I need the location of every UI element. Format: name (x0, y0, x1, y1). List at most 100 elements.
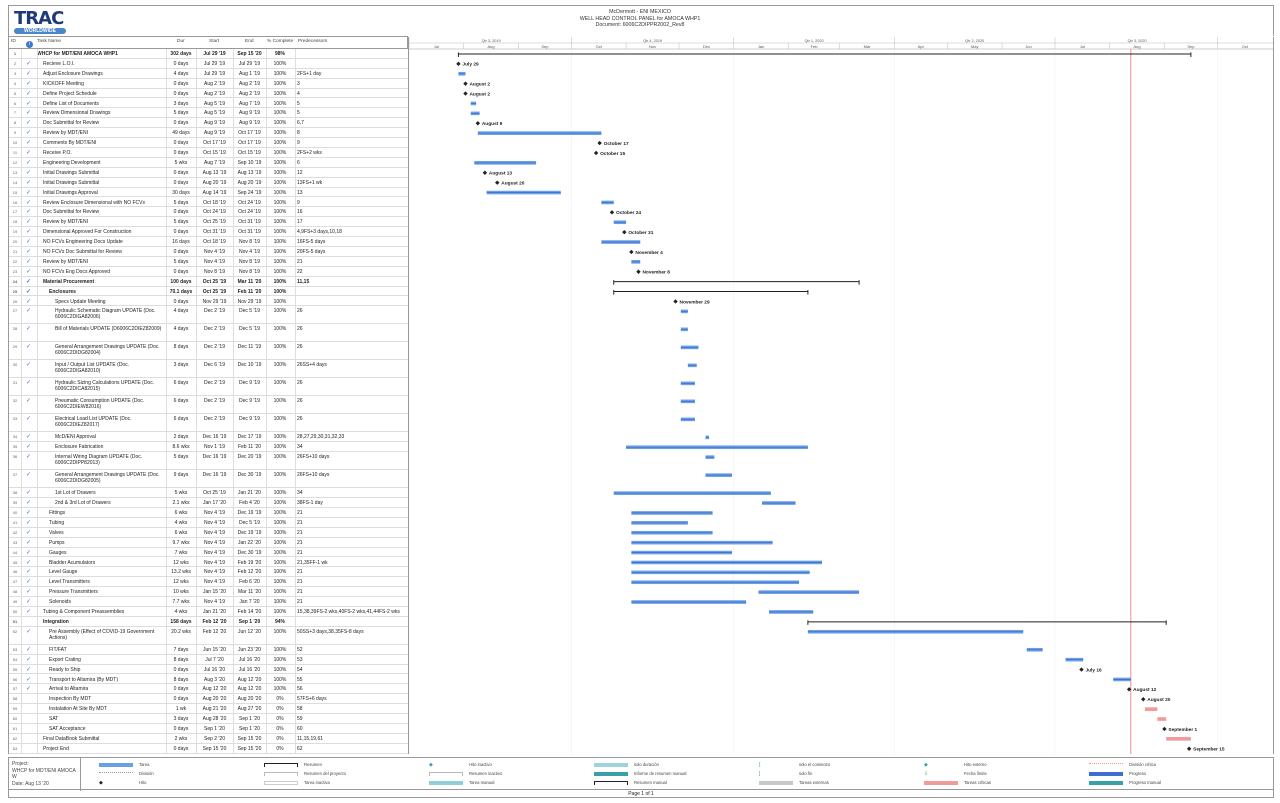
milestone-label[interactable]: September 1 (1168, 727, 1197, 733)
table-row[interactable]: 33 ✓ Electrical Load List UPDATE (Doc. 600… (9, 414, 409, 433)
milestone-diamond[interactable] (593, 150, 599, 156)
table-row[interactable]: 6 ✓ Define List of Documents 3 days Aug 5 '1… (9, 99, 409, 109)
table-row[interactable]: 20 ✓ NO FCVs Engineering Docs Update 16 day… (9, 237, 409, 247)
table-row[interactable]: 58 Inspection By MDT 0 days Aug 20 '20 Aug 2… (9, 694, 409, 705)
col-task-name[interactable]: Task Name (37, 39, 61, 44)
table-row[interactable]: 4 ✓ KICKOFF Meeting 0 days Aug 2 '19 Aug 2 '1… (9, 79, 409, 89)
table-row[interactable]: 9 ✓ Review by MDT/ENI 49 days Aug 9 '19 Oct 1… (9, 128, 409, 139)
milestone-label[interactable]: October 15 (600, 151, 625, 157)
milestone-diamond[interactable] (1141, 697, 1146, 702)
table-row[interactable]: 61 SAT Acceptance 0 days Sep 1 '20 Sep 1 '20… (9, 724, 409, 734)
milestone-label[interactable]: November 8 (642, 270, 670, 276)
table-row[interactable]: 11 ✓ Receive P.O. 0 days Oct 15 '19 Oct 15 '1… (9, 148, 409, 158)
milestone-label[interactable]: August 20 (1147, 697, 1171, 703)
milestone-label[interactable]: November 4 (635, 250, 663, 256)
milestone-diamond[interactable] (495, 180, 500, 185)
table-row[interactable]: 36 ✓ Internal Wiring Diagram UPDATE (Doc. … (9, 452, 409, 471)
task-bar[interactable] (1157, 717, 1167, 721)
col-percent-complete[interactable]: % Complete (267, 39, 294, 44)
table-row[interactable]: 55 ✓ Ready to Ship 0 days Jul 16 '20 Jul 16 '… (9, 665, 409, 675)
table-row[interactable]: 32 ✓ Pneumatic Consumption UPDATE (Doc. 60… (9, 396, 409, 415)
table-row[interactable]: 60 SAT 3 days Aug 28 '20 Sep 1 '20 0% 59 (9, 714, 409, 724)
milestone-diamond[interactable] (1162, 726, 1167, 732)
col-start[interactable]: Start (209, 39, 220, 44)
table-row[interactable]: 16 ✓ Review Enclosure Dimensional with NO … (9, 198, 409, 208)
milestone-label[interactable]: September 15 (1193, 747, 1225, 753)
table-row[interactable]: 24 ✓ Material Procurement 100 days Oct 25 '1… (9, 277, 409, 287)
col-end[interactable]: End (245, 39, 254, 44)
table-row[interactable]: 22 ✓ Review by MDT/ENI 5 days Nov 4 '19 Nov 8… (9, 257, 409, 267)
task-bar[interactable] (1145, 707, 1158, 711)
table-row[interactable]: 57 ✓ Arrival to Altamira 0 days Aug 12 '20 Au… (9, 684, 409, 695)
milestone-label[interactable]: October 24 (616, 210, 641, 216)
table-row[interactable]: 62 Final DataBook Submittal 2 wks Sep 2 '20… (9, 734, 409, 744)
table-row[interactable]: 41 ✓ Tubing 4 wks Nov 4 '19 Dec 5 '19 100% 21 (9, 518, 409, 528)
milestone-diamond[interactable] (609, 210, 615, 215)
table-row[interactable]: 38 ✓ 1st Lot of Drawers 5 wks Oct 25 '19 Jan … (9, 488, 409, 499)
milestone-diamond[interactable] (673, 299, 678, 304)
info-icon[interactable]: i (26, 41, 33, 48)
milestone-label[interactable]: August 2 (469, 91, 490, 97)
milestone-label[interactable]: August 12 (1133, 687, 1157, 693)
table-row[interactable]: 42 ✓ Valves 6 wks Nov 4 '19 Dec 19 '19 100% 21 (9, 528, 409, 538)
table-row[interactable]: 2 ✓ Recieve L.O.I. 0 days Jul 29 '19 Jul 29 '… (9, 59, 409, 69)
milestone-diamond[interactable] (629, 249, 634, 255)
table-row[interactable]: 5 ✓ Define Project Schedule 0 days Aug 2 '19… (9, 89, 409, 99)
table-row[interactable]: 44 ✓ Gauges 7 wks Nov 4 '19 Dec 30 '19 100% 21 (9, 548, 409, 558)
table-row[interactable]: 37 ✓ General Arrangement Drawings UPDATE (… (9, 470, 409, 489)
table-row[interactable]: 7 ✓ Review Dimensional Drawings 5 days Aug 5… (9, 108, 409, 119)
table-row[interactable]: 48 ✓ Pressure Transmitters 10 wks Jan 15 '20… (9, 587, 409, 598)
table-row[interactable]: 10 ✓ Comments By MDT/ENI 0 days Oct 17 '19 Oc… (9, 138, 409, 148)
table-row[interactable]: 45 ✓ Bladder Acumulators 12 wks Nov 4 '19 Feb… (9, 558, 409, 568)
milestone-diamond[interactable] (597, 140, 602, 146)
table-row[interactable]: 63 Project End 0 days Sep 15 '20 Sep 15 '20 0… (9, 744, 409, 754)
table-row[interactable]: 51 Integration 158 days Feb 12 '20 Sep 1 '20… (9, 617, 409, 627)
table-row[interactable]: 8 ✓ Doc Submittal for Review 0 days Aug 9 '1… (9, 118, 409, 129)
table-row[interactable]: 31 ✓ Hydraulic Sizing Calculations UPDATE … (9, 378, 409, 397)
table-row[interactable]: 1 WHCP for MDT/ENI AMOCA WHP1 302 days Jul … (9, 49, 409, 59)
table-row[interactable]: 19 ✓ Dimensional Approved For Construction… (9, 227, 409, 238)
milestone-diamond[interactable] (463, 91, 468, 96)
col-predecessors[interactable]: Predecessors (298, 39, 328, 44)
table-row[interactable]: 54 ✓ Export Crating 8 days Jul 7 '20 Jul 16 '… (9, 655, 409, 665)
table-row[interactable]: 28 ✓ Bill of Materials UPDATE (D6006C2DIE… (9, 324, 409, 343)
col-id[interactable]: ID (11, 39, 16, 44)
milestone-label[interactable]: July 16 (1085, 667, 1102, 673)
table-row[interactable]: 40 ✓ Fittings 6 wks Nov 4 '19 Dec 19 '19 100% 2… (9, 508, 409, 518)
table-row[interactable]: 47 ✓ Level Transmitters 12 wks Nov 4 '19 Feb … (9, 577, 409, 588)
col-duration[interactable]: Dur (177, 39, 185, 44)
milestone-diamond[interactable] (636, 269, 641, 274)
table-row[interactable]: 14 ✓ Initial Drawings Submittal 0 days Aug 2… (9, 178, 409, 188)
table-row[interactable]: 34 ✓ McD/ENI Approval 2 days Dec 16 '19 Dec 1… (9, 432, 409, 443)
milestone-diamond[interactable] (1079, 667, 1084, 672)
table-row[interactable]: 17 ✓ Doc Submittal for Review 0 days Oct 24 … (9, 207, 409, 218)
milestone-diamond[interactable] (456, 61, 461, 67)
table-row[interactable]: 35 ✓ Enclosure Fabrication 8.6 wks Nov 1 '19… (9, 442, 409, 453)
table-row[interactable]: 25 ✓ Enclosures 70.1 days Oct 25 '19 Feb 11 '… (9, 287, 409, 297)
milestone-label[interactable]: August 2 (469, 81, 490, 87)
table-row[interactable]: 43 ✓ Pumps 9.7 wks Nov 4 '19 Jan 22 '20 100% 21 (9, 538, 409, 548)
table-row[interactable]: 27 ✓ Hydraulic Schematic Diagram UPDATE (D… (9, 306, 409, 325)
table-row[interactable]: 39 ✓ 2nd & 3rd Lot of Drawers 2.1 wks Jan 17… (9, 498, 409, 508)
table-row[interactable]: 50 ✓ Tubing & Component Preassemblies 4 wks… (9, 607, 409, 617)
table-row[interactable]: 30 ✓ Input / Output List UPDATE (Doc. 6006… (9, 360, 409, 379)
milestone-label[interactable]: August 20 (501, 180, 525, 186)
task-bar[interactable] (1166, 737, 1191, 741)
table-row[interactable]: 18 ✓ Review by MDT/ENI 5 days Oct 25 '19 Oct … (9, 217, 409, 228)
table-row[interactable]: 12 ✓ Engineering Development 5 wks Aug 7 '19… (9, 158, 409, 168)
table-row[interactable]: 13 ✓ Initial Drawings Submittal 0 days Aug 1… (9, 168, 409, 178)
table-row[interactable]: 29 ✓ General Arrangement Drawings UPDATE (… (9, 342, 409, 361)
milestone-label[interactable]: August 9 (482, 121, 503, 127)
milestone-diamond[interactable] (463, 81, 468, 86)
table-row[interactable]: 59 Instalation At Site By MDT 1 wk Aug 21 '… (9, 704, 409, 715)
table-row[interactable]: 49 ✓ Solenoids 7.7 wks Nov 4 '19 Jan 7 '20 100… (9, 597, 409, 607)
milestone-diamond[interactable] (622, 229, 627, 235)
milestone-diamond[interactable] (1186, 746, 1192, 751)
table-row[interactable]: 52 ✓ Pre Assembly (Effect of COVID-19 Gove… (9, 627, 409, 645)
table-row[interactable]: 21 ✓ NO FCVs Doc Submittal for Review 0 day… (9, 247, 409, 257)
milestone-label[interactable]: October 31 (628, 230, 653, 236)
milestone-label[interactable]: August 13 (489, 171, 513, 177)
table-row[interactable]: 53 ✓ FIT/FAT 7 days Jun 15 '20 Jun 23 '20 100%… (9, 645, 409, 655)
milestone-label[interactable]: November 29 (680, 299, 710, 305)
table-row[interactable]: 3 ✓ Adjust Enclosure Drawings 4 days Jul 29 … (9, 69, 409, 79)
